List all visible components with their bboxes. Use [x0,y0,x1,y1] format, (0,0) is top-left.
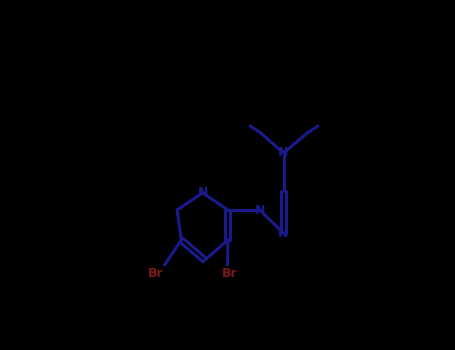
Text: N: N [278,226,288,240]
Text: N: N [254,203,265,217]
Text: Br: Br [148,267,163,280]
Text: N: N [197,186,208,200]
Text: Br: Br [222,267,237,280]
Text: N: N [278,146,288,160]
